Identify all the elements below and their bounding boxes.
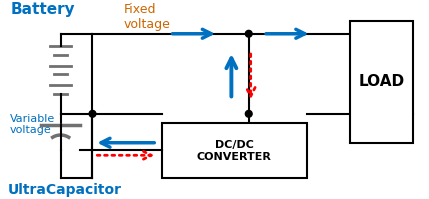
- Bar: [162, 123, 307, 179]
- Text: LOAD: LOAD: [358, 74, 405, 90]
- Bar: [350, 21, 413, 143]
- Circle shape: [89, 110, 96, 117]
- Text: Battery: Battery: [11, 2, 75, 17]
- Text: UltraCapacitor: UltraCapacitor: [8, 183, 121, 197]
- Circle shape: [245, 110, 252, 117]
- Text: Fixed
voltage: Fixed voltage: [124, 3, 170, 31]
- Circle shape: [245, 30, 252, 37]
- Text: DC/DC
CONVERTER: DC/DC CONVERTER: [197, 140, 272, 162]
- Text: Variable
voltage: Variable voltage: [9, 114, 55, 135]
